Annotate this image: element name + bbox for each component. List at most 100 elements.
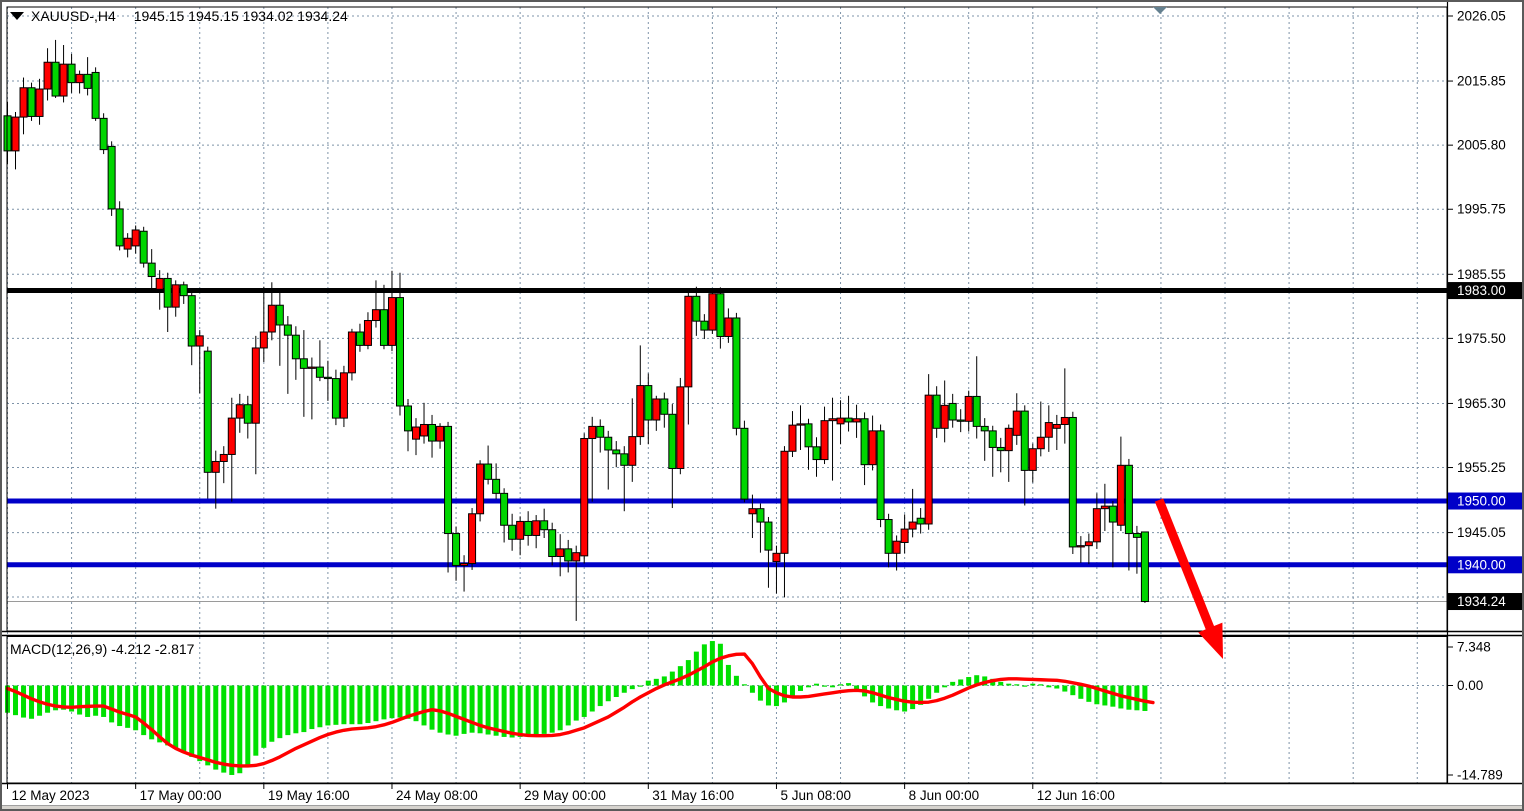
candle-body [660,398,669,415]
macd-histogram-bar [757,685,763,701]
candle-body [347,331,356,374]
price-badge-label: 1983.00 [1457,283,1506,298]
macd-histogram-bar [942,685,948,688]
macd-histogram-bar [205,685,211,766]
candle-body [227,417,236,455]
macd-histogram-bar [693,651,699,686]
macd-histogram-bar [1142,685,1148,711]
candle-body [652,398,661,421]
candle-body [636,385,645,438]
macd-histogram-bar [125,685,131,728]
macd-histogram-bar [1062,685,1068,692]
candle-body [187,295,196,347]
macd-tick-label: 0.00 [1457,678,1483,693]
macd-histogram-bar [854,685,860,690]
candle-body [219,453,228,462]
candle-body [972,395,981,427]
candle-body [964,395,973,422]
macd-histogram-bar [293,685,299,734]
price-tick-label: 1945.05 [1457,525,1506,540]
macd-histogram-bar [29,685,35,719]
trend-arrow-head[interactable] [1198,622,1223,659]
macd-histogram-bar [669,671,675,686]
candle-body [580,438,589,557]
macd-histogram [5,641,1148,775]
candle-body [900,528,909,543]
macd-axis[interactable]: 7.348 0.00 -14.789 [1447,640,1503,783]
candle-body [1020,410,1029,471]
time-axis[interactable]: 12 May 2023 17 May 00:00 19 May 16:00 24 Ma… [7,783,1115,803]
candle-body [404,405,412,432]
macd-histogram-bar [485,685,491,735]
candle-body [556,548,565,558]
macd-histogram-bar [429,685,435,730]
macd-histogram-bar [365,685,371,724]
candle-body [67,63,76,84]
candle-body [956,419,965,422]
macd-histogram-bar [133,685,139,731]
price-axis[interactable]: 2026.05 2015.85 2005.80 1995.75 1985.55 1975.… [1447,9,1524,611]
macd-histogram-bar [453,685,459,736]
candle-body [796,423,805,426]
macd-histogram-bar [910,685,916,710]
macd-histogram-bar [501,685,507,737]
macd-histogram-bar [405,685,411,719]
macd-signal-value: -2.817 [154,641,195,657]
macd-histogram-bar [653,678,659,686]
macd-histogram-bar [1046,685,1052,688]
candle-body [684,295,693,388]
symbol-marker-icon [10,12,24,20]
macd-histogram-bar [197,685,203,762]
macd-histogram-bar [437,685,443,733]
candle-body [163,277,172,308]
candle-body [708,293,717,331]
candle-body [211,460,220,473]
macd-histogram-bar [477,685,483,734]
candle-body [940,404,949,429]
macd-histogram-bar [165,685,171,746]
candle-body [756,508,765,523]
macd-histogram-bar [373,685,379,722]
candle-body [844,417,853,423]
macd-histogram-bar [725,664,731,686]
price-tick-label: 1995.75 [1457,202,1506,217]
macd-histogram-bar [950,681,956,686]
macd-histogram-bar [525,685,531,737]
macd-histogram-bar [637,685,643,687]
candle-body [275,304,284,326]
macd-indicator-label: MACD(12,26,9) -4.212 -2.817 [10,641,194,657]
candle-body [548,529,557,558]
trend-arrow-shaft[interactable] [1154,498,1215,630]
price-badge [1448,556,1522,574]
trend-arrow[interactable] [1154,498,1223,659]
time-tick-label: 31 May 16:00 [652,788,734,803]
candle-body [51,61,60,97]
candle-body [532,520,541,536]
macd-histogram-bar [1078,685,1084,699]
candle-body [1092,508,1101,543]
price-badge-label: 1950.00 [1457,494,1506,509]
macd-histogram-bar [581,685,587,717]
macd-histogram-bar [221,685,227,773]
macd-histogram-bar [717,643,723,686]
macd-histogram-bar [237,685,243,774]
macd-histogram-bar [325,685,331,726]
macd-histogram-bar [846,683,852,686]
candle-body [1060,416,1069,425]
macd-histogram-bar [966,677,972,686]
chart-shift-icon[interactable] [1153,7,1167,14]
candle-body [476,463,485,515]
macd-histogram-bar [493,685,499,736]
candle-body [500,492,509,526]
macd-histogram-bar [797,685,803,691]
candle-body [147,262,156,278]
macd-histogram-bar [213,685,219,770]
candle-body [748,508,757,515]
macd-histogram-bar [902,685,908,712]
candle-body [283,324,292,336]
candle-body [436,425,445,442]
candle-body [644,385,653,421]
price-tick-label: 2026.05 [1457,9,1506,24]
macd-histogram-bar [229,685,235,775]
